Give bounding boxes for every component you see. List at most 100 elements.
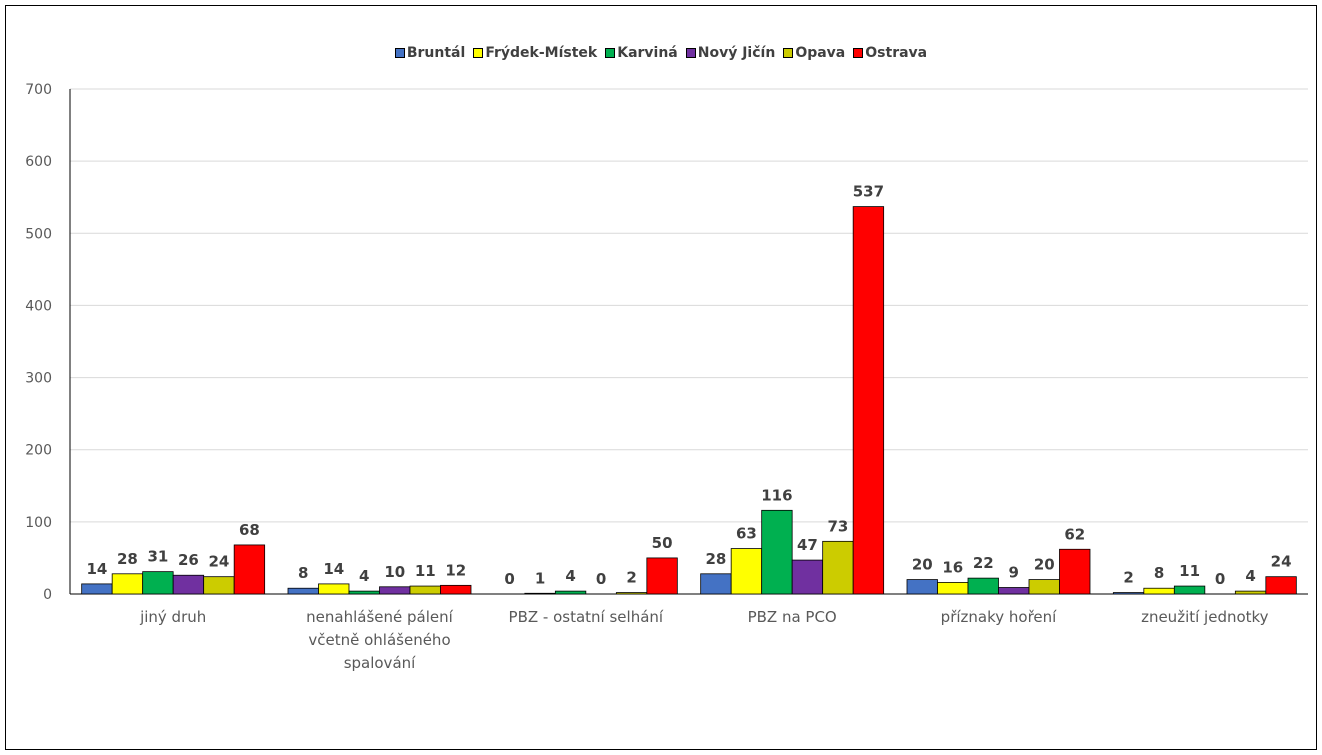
data-label: 24 <box>1271 553 1292 571</box>
y-tick-label: 0 <box>43 587 52 603</box>
legend-item: Nový Jičín <box>685 45 776 61</box>
data-label: 14 <box>323 560 344 578</box>
legend-swatch <box>685 48 696 58</box>
legend-label: Opava <box>795 45 846 61</box>
bar <box>440 584 472 595</box>
bar <box>348 590 380 595</box>
data-label: 9 <box>1009 564 1019 582</box>
x-tick-label: nenahlášené pálení včetně ohlášeného spalo… <box>306 608 453 672</box>
data-label: 0 <box>596 570 606 588</box>
y-tick-label: 700 <box>25 82 52 98</box>
bar <box>203 576 235 595</box>
bar <box>761 509 793 595</box>
data-label: 1 <box>535 569 545 587</box>
bar <box>233 544 266 595</box>
bar <box>318 583 350 595</box>
legend-item: Karviná <box>605 45 678 61</box>
chart-legend: Bruntál Frýdek-Místek Karviná Nový Jičín Opa… <box>0 45 1322 61</box>
bar <box>409 585 441 595</box>
y-tick-label: 100 <box>25 515 52 531</box>
legend-label: Nový Jičín <box>697 45 776 61</box>
x-tick-label-line: příznaky hoření <box>941 608 1057 626</box>
data-label: 31 <box>147 548 168 566</box>
x-tick-label-line: včetně ohlášeného <box>308 631 450 649</box>
bar <box>967 577 999 595</box>
x-tick-label-line: spalování <box>344 654 416 672</box>
data-label: 10 <box>384 563 405 581</box>
bar <box>81 583 113 595</box>
bar <box>524 592 556 595</box>
data-label: 73 <box>827 517 848 535</box>
data-label: 11 <box>1179 562 1200 580</box>
data-label: 2 <box>1123 569 1133 587</box>
data-label: 20 <box>1034 556 1055 574</box>
bar <box>937 582 969 595</box>
bar <box>615 592 648 595</box>
bar <box>287 587 319 595</box>
bar <box>852 206 885 595</box>
data-label: 24 <box>208 553 229 571</box>
legend-item: Opava <box>783 45 845 61</box>
data-label: 20 <box>912 556 933 574</box>
bar <box>172 574 205 595</box>
data-label: 0 <box>1215 570 1225 588</box>
y-tick-label: 200 <box>25 443 52 459</box>
data-label: 28 <box>705 550 726 568</box>
bar <box>1265 576 1297 595</box>
legend-label: Bruntál <box>406 45 466 61</box>
data-label: 8 <box>1154 564 1164 582</box>
x-tick-label: příznaky hoření <box>941 608 1057 626</box>
bar <box>554 590 587 595</box>
y-tick-label: 300 <box>25 371 52 387</box>
data-label: 28 <box>117 550 138 568</box>
bar <box>111 573 144 595</box>
legend-item: Bruntál <box>394 45 466 61</box>
bar <box>1028 579 1060 595</box>
x-tick-label-line: nenahlášené pálení <box>306 608 453 626</box>
bar <box>1143 587 1175 595</box>
data-label: 4 <box>359 567 369 585</box>
data-label: 0 <box>504 570 514 588</box>
data-label: 68 <box>239 521 260 539</box>
x-tick-label: zneužití jednotky <box>1141 608 1269 626</box>
y-tick-label: 600 <box>25 154 52 170</box>
bar <box>1234 590 1267 595</box>
bar <box>646 557 678 595</box>
data-label: 537 <box>853 183 884 201</box>
data-label: 4 <box>565 567 575 585</box>
data-label: 8 <box>298 564 308 582</box>
legend-swatch <box>605 48 616 58</box>
data-label: 4 <box>1245 567 1255 585</box>
legend-swatch <box>473 48 484 58</box>
data-label: 26 <box>178 551 199 569</box>
bar <box>1112 592 1145 595</box>
data-label: 63 <box>736 525 757 543</box>
x-tick-label-line: PBZ na PCO <box>748 608 837 626</box>
data-label: 16 <box>942 558 963 576</box>
bar <box>379 586 411 595</box>
bar <box>791 559 824 595</box>
bar <box>1173 585 1206 595</box>
bar <box>822 540 854 595</box>
x-tick-label: PBZ - ostatní selhání <box>509 608 664 626</box>
legend-swatch <box>394 48 405 58</box>
y-tick-label: 500 <box>25 226 52 242</box>
data-label: 47 <box>797 536 818 554</box>
data-label: 62 <box>1064 525 1085 543</box>
data-label: 14 <box>86 560 107 578</box>
bar <box>142 571 174 595</box>
legend-swatch <box>853 48 864 58</box>
data-label: 116 <box>761 486 792 504</box>
bar <box>906 579 938 595</box>
legend-label: Frýdek-Místek <box>485 45 598 61</box>
legend-item: Frýdek-Místek <box>473 45 597 61</box>
legend-swatch <box>783 48 794 58</box>
legend-label: Karviná <box>617 45 678 61</box>
legend-item: Ostrava <box>853 45 927 61</box>
bar <box>730 548 763 595</box>
bar <box>1059 548 1091 595</box>
legend-label: Ostrava <box>865 45 928 61</box>
data-label: 11 <box>415 562 436 580</box>
x-tick-label: jiný druh <box>139 608 206 626</box>
